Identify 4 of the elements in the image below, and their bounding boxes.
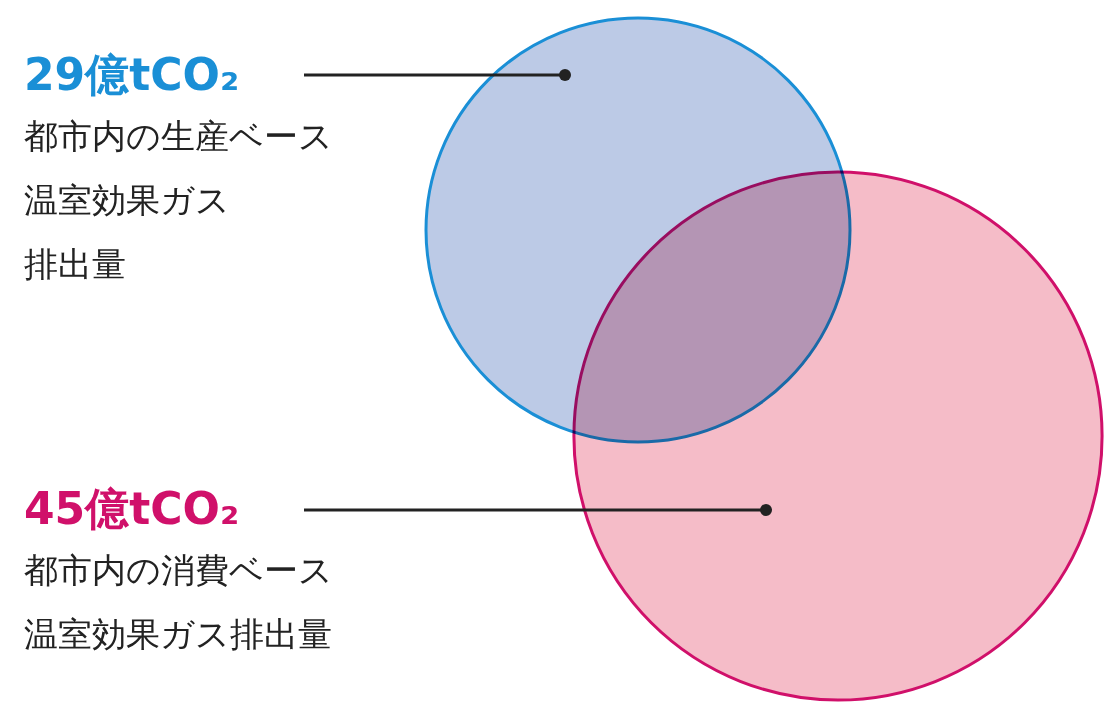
category-label: 都市内の消費ベース温室効果ガス排出量: [24, 549, 333, 656]
data-label: 29億tCO₂: [24, 48, 241, 102]
data-label: 45億tCO₂: [24, 482, 241, 536]
category-label: 都市内の生産ベース温室効果ガス排出量: [24, 115, 333, 286]
